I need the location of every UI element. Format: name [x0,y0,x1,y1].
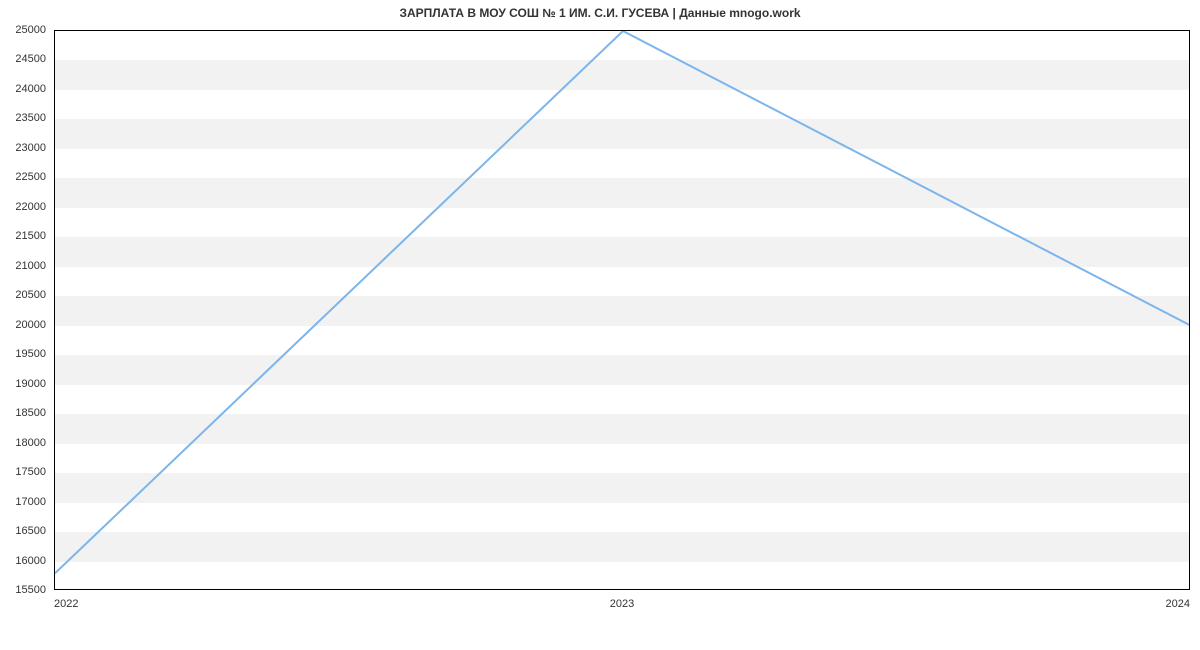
y-tick-label: 23500 [0,112,46,124]
x-tick-label: 2023 [610,598,634,610]
y-tick-label: 19500 [0,348,46,360]
plot-area [54,30,1190,590]
y-tick-label: 22000 [0,201,46,213]
line-series [55,31,1190,590]
y-tick-label: 15500 [0,584,46,596]
y-tick-label: 20000 [0,319,46,331]
y-tick-label: 23000 [0,142,46,154]
y-tick-label: 21000 [0,260,46,272]
y-tick-label: 17500 [0,466,46,478]
y-tick-label: 18000 [0,437,46,449]
y-tick-label: 17000 [0,496,46,508]
y-tick-label: 20500 [0,289,46,301]
salary-line-chart: ЗАРПЛАТА В МОУ СОШ № 1 ИМ. С.И. ГУСЕВА |… [0,0,1200,650]
y-tick-label: 22500 [0,171,46,183]
x-tick-label: 2022 [54,598,78,610]
y-tick-label: 24500 [0,53,46,65]
series-salary [55,31,1190,573]
y-tick-label: 25000 [0,24,46,36]
y-tick-label: 18500 [0,407,46,419]
chart-title: ЗАРПЛАТА В МОУ СОШ № 1 ИМ. С.И. ГУСЕВА |… [0,6,1200,20]
y-tick-label: 16500 [0,525,46,537]
x-tick-label: 2024 [1166,598,1190,610]
y-tick-label: 19000 [0,378,46,390]
y-tick-label: 21500 [0,230,46,242]
y-tick-label: 16000 [0,555,46,567]
y-tick-label: 24000 [0,83,46,95]
